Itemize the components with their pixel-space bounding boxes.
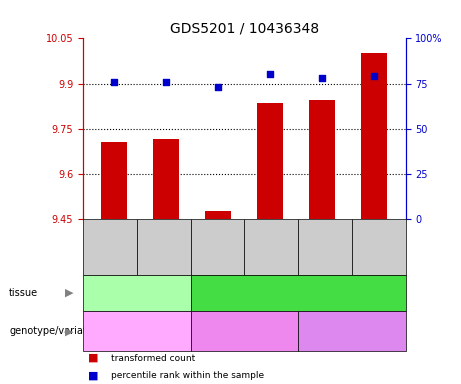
Point <box>111 79 118 85</box>
Text: ■: ■ <box>88 353 98 363</box>
Text: active Kras and Wnt/be
ta-catenin signaling: active Kras and Wnt/be ta-catenin signal… <box>303 321 401 341</box>
Bar <box>361 53 387 219</box>
Bar <box>153 139 179 219</box>
Text: active Kras: active Kras <box>221 327 268 336</box>
Text: normal lung: normal lung <box>107 288 166 298</box>
Text: percentile rank within the sample: percentile rank within the sample <box>111 371 264 380</box>
Title: GDS5201 / 10436348: GDS5201 / 10436348 <box>170 22 319 36</box>
Text: GSM661020: GSM661020 <box>213 221 222 272</box>
Text: genotype/variation: genotype/variation <box>9 326 102 336</box>
Text: control: control <box>122 327 151 336</box>
Text: GSM661022: GSM661022 <box>106 221 114 272</box>
Point <box>215 84 222 90</box>
Text: ▶: ▶ <box>65 288 73 298</box>
Point <box>266 71 274 78</box>
Text: ■: ■ <box>88 370 98 380</box>
Text: tissue: tissue <box>9 288 38 298</box>
Point <box>371 73 378 79</box>
Text: transformed count: transformed count <box>111 354 195 363</box>
Text: GSM661021: GSM661021 <box>267 221 276 272</box>
Point <box>163 79 170 85</box>
Text: GSM661019: GSM661019 <box>374 221 383 272</box>
Bar <box>257 103 284 219</box>
Bar <box>101 142 127 219</box>
Bar <box>205 211 231 219</box>
Point <box>319 75 326 81</box>
Text: ▶: ▶ <box>65 326 73 336</box>
Text: GSM661023: GSM661023 <box>159 221 168 272</box>
Text: GSM661018: GSM661018 <box>320 221 330 272</box>
Bar <box>309 100 336 219</box>
Text: lung tumor: lung tumor <box>271 288 325 298</box>
